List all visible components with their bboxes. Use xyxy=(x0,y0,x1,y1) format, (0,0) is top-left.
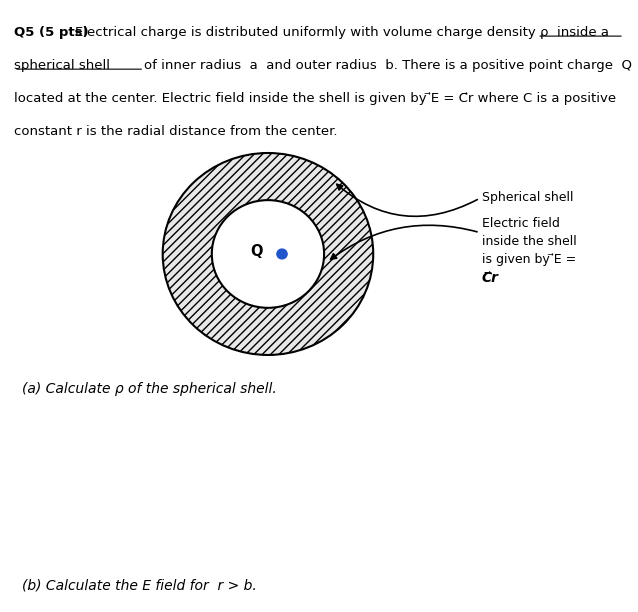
Text: Q: Q xyxy=(250,244,263,259)
Text: (b) Calculate the E field for  r > b.: (b) Calculate the E field for r > b. xyxy=(22,578,257,592)
Text: constant r is the radial distance from the center.: constant r is the radial distance from t… xyxy=(14,125,338,138)
Text: located at the center. Electric field inside the shell is given by ⃗E = C⃗r wher: located at the center. Electric field in… xyxy=(14,92,616,105)
Text: of inner radius  a  and outer radius  b. There is a positive point charge  Q: of inner radius a and outer radius b. Th… xyxy=(144,59,632,72)
Circle shape xyxy=(277,249,287,259)
Text: Electrical charge is distributed uniformly with volume charge density ρ  inside : Electrical charge is distributed uniform… xyxy=(75,26,609,39)
Text: is given by ⃗E =: is given by ⃗E = xyxy=(482,253,576,266)
Text: Spherical shell: Spherical shell xyxy=(482,191,573,204)
Text: Electric field: Electric field xyxy=(482,217,560,230)
Text: Q5 (5 pts): Q5 (5 pts) xyxy=(14,26,89,39)
Text: spherical shell: spherical shell xyxy=(14,59,110,72)
Text: (a) Calculate ρ of the spherical shell.: (a) Calculate ρ of the spherical shell. xyxy=(22,382,277,397)
Circle shape xyxy=(163,153,373,355)
Text: inside the shell: inside the shell xyxy=(482,235,577,248)
Text: C⃗r: C⃗r xyxy=(482,271,499,285)
Circle shape xyxy=(212,200,324,308)
